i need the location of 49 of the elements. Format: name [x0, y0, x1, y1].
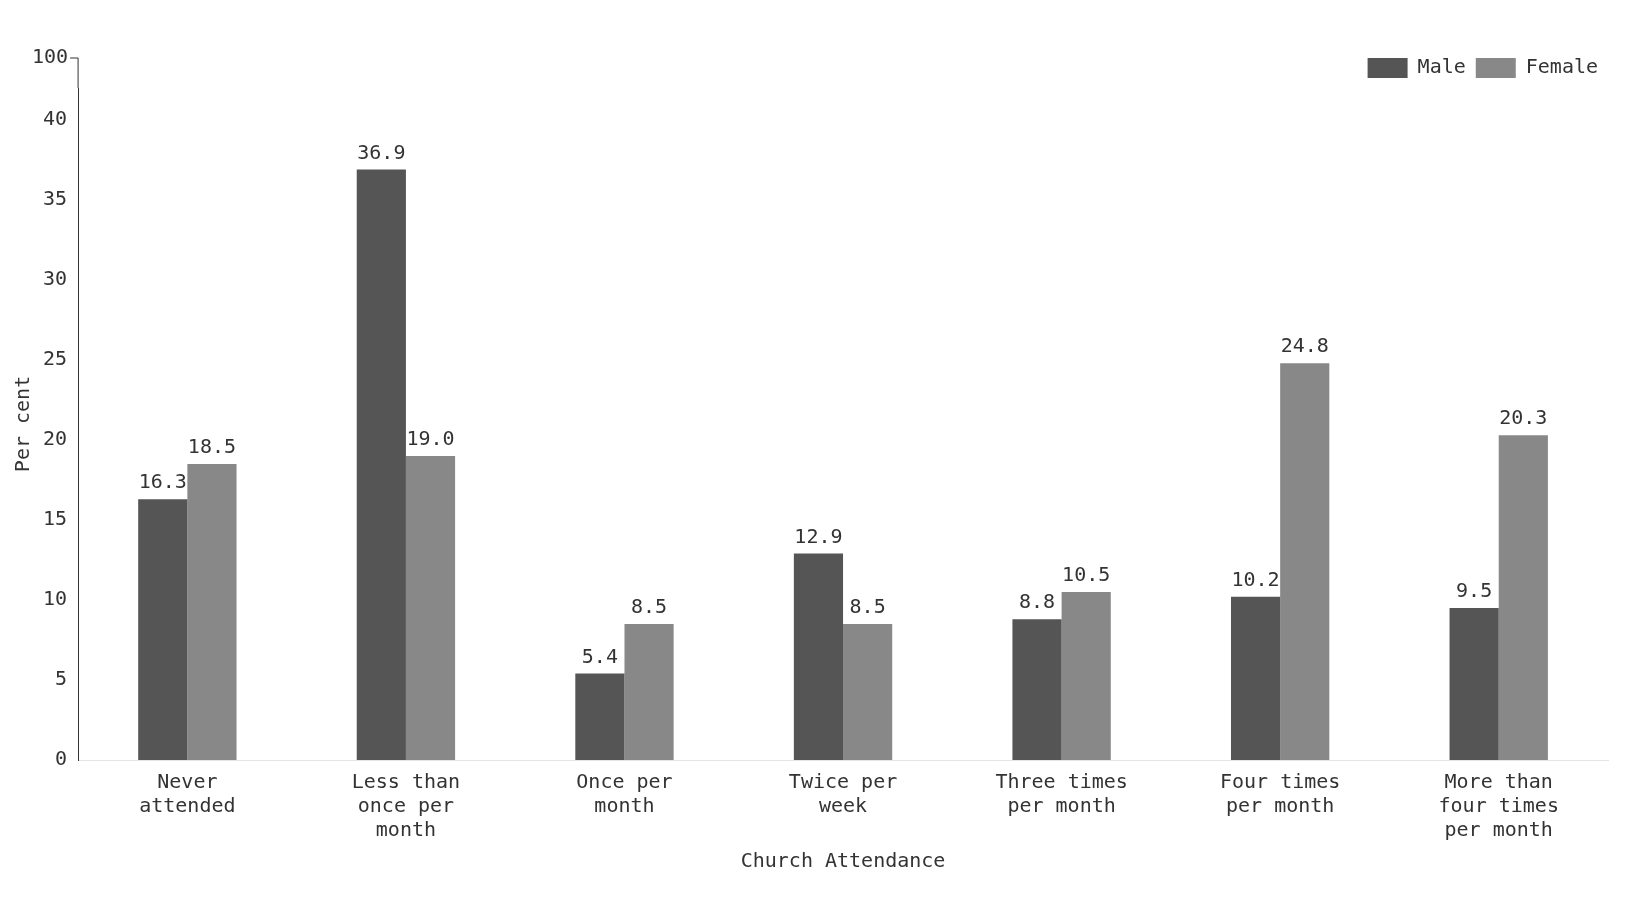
bar	[356, 169, 406, 760]
bar	[405, 456, 456, 760]
bar	[138, 499, 188, 760]
x-tick-label: Four times per month	[1219, 769, 1341, 818]
data-label: 9.5	[1456, 578, 1493, 603]
bar	[1280, 363, 1330, 760]
legend-label: Male	[1417, 54, 1466, 79]
y-tick-label: 10	[42, 586, 68, 611]
data-label: 36.9	[357, 139, 406, 164]
data-label: 20.3	[1499, 405, 1548, 430]
x-tick-label: Less than once per month	[351, 769, 461, 842]
data-label: 8.5	[631, 594, 668, 619]
bar	[624, 624, 674, 760]
x-tick-label: Once per month	[576, 769, 673, 818]
y-tick-label: 20	[42, 426, 68, 451]
bar	[1012, 619, 1062, 760]
bar	[843, 624, 893, 760]
bar	[1498, 435, 1548, 760]
x-tick-label: Twice per week	[788, 769, 898, 818]
y-tick-label: 40	[42, 106, 68, 131]
data-label: 18.5	[187, 434, 237, 459]
data-label: 12.9	[794, 523, 843, 548]
data-label: 16.3	[138, 469, 187, 494]
bar	[1449, 608, 1499, 760]
data-label: 8.8	[1018, 589, 1056, 614]
legend-label: Female	[1525, 54, 1598, 79]
y-tick-label: 0	[55, 746, 68, 771]
bar	[1061, 592, 1111, 760]
y-tick-label: 30	[42, 266, 68, 291]
bar	[187, 464, 237, 760]
y-tick-label: 5	[55, 666, 68, 691]
x-tick-label: Never attended	[139, 769, 236, 818]
y-tick-label: 15	[42, 506, 68, 531]
data-label: 5.4	[581, 643, 618, 668]
bar	[575, 673, 625, 760]
data-label: 19.0	[406, 426, 455, 451]
bar	[793, 553, 844, 760]
bar	[1230, 596, 1281, 760]
text: 100	[31, 44, 69, 69]
data-label: 24.8	[1280, 333, 1329, 358]
x-tick-label: Three times per month	[995, 769, 1128, 818]
y-axis-title: Per cent	[10, 375, 35, 473]
y-tick-label: 35	[42, 186, 68, 211]
data-label: 10.5	[1062, 562, 1111, 587]
x-axis-title: Church Attendance	[740, 848, 946, 873]
y-tick-label: 25	[42, 346, 68, 371]
data-label: 8.5	[849, 594, 886, 619]
x-tick-label: More than four times per month	[1438, 769, 1559, 842]
data-label: 10.2	[1231, 567, 1280, 591]
